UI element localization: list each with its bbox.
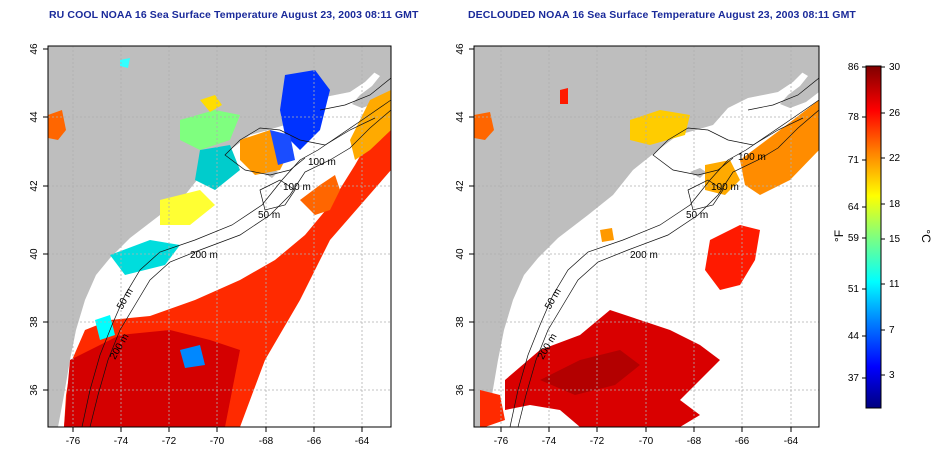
x-tick-label: -66 [307, 436, 322, 447]
y-tick-labels-right: 36 38 40 42 44 46 [455, 43, 466, 396]
contour-label: 200 m [190, 250, 218, 261]
x-tick-label: -70 [639, 436, 654, 447]
grid-left [48, 46, 391, 427]
x-tick-label: -72 [162, 436, 177, 447]
celsius-tick-label: 15 [889, 234, 901, 245]
contour-label: 200 m [630, 250, 658, 261]
y-tick-label: 38 [455, 316, 466, 328]
map-right: 100 m 100 m 50 m 200 m 50 m 200 m -76 -7… [455, 43, 820, 447]
colorbar-gradient [865, 65, 882, 409]
fahrenheit-tick-label: 71 [848, 155, 860, 166]
celsius-tick-label: 7 [889, 325, 895, 336]
colorbar: 86 78 71 64 59 51 44 37 30 26 22 18 15 1… [832, 62, 933, 409]
y-tick-label: 42 [29, 180, 40, 192]
contour-label: 50 m [686, 210, 708, 221]
contours-left [81, 77, 391, 427]
grid-right [474, 46, 819, 427]
contour-label: 100 m [711, 182, 739, 193]
y-tick-label: 44 [29, 111, 40, 123]
celsius-tick-label: 22 [889, 153, 901, 164]
y-tick-label: 42 [455, 180, 466, 192]
land-novascotia [340, 46, 391, 108]
fahrenheit-tick-label: 51 [848, 284, 860, 295]
colorbar-celsius-labels: 30 26 22 18 15 11 7 3 [889, 62, 901, 381]
colorbar-ticks-left [862, 66, 866, 379]
x-tick-label: -76 [494, 436, 509, 447]
contour-label: 100 m [283, 182, 311, 193]
fahrenheit-tick-label: 86 [848, 62, 860, 73]
contour-label: 50 m [258, 210, 280, 221]
fahrenheit-tick-label: 44 [848, 331, 860, 342]
x-tick-label: -70 [210, 436, 225, 447]
x-tick-label: -74 [542, 436, 557, 447]
colorbar-fahrenheit-labels: 86 78 71 64 59 51 44 37 [848, 62, 860, 384]
y-tick-label: 40 [29, 248, 40, 260]
fahrenheit-tick-label: 64 [848, 202, 860, 213]
colorbar-fahrenheit-unit: °F [832, 230, 846, 242]
x-tick-labels-left: -76 -74 -72 -70 -68 -66 -64 [66, 436, 370, 447]
y-tick-label: 36 [455, 384, 466, 396]
y-tick-label: 38 [29, 316, 40, 328]
y-tick-label: 40 [455, 248, 466, 260]
x-tick-labels-right: -76 -74 -72 -70 -68 -66 -64 [494, 436, 799, 447]
map-left-frame [47, 45, 392, 428]
colorbar-celsius-unit: °C [919, 229, 933, 243]
x-tick-label: -64 [784, 436, 799, 447]
celsius-tick-label: 3 [889, 370, 895, 381]
y-tick-label: 36 [29, 384, 40, 396]
land-novascotia [768, 46, 819, 108]
ticks-left [43, 48, 363, 432]
land-mainland [474, 46, 819, 427]
x-tick-label: -68 [259, 436, 274, 447]
fahrenheit-tick-label: 78 [848, 112, 860, 123]
map-title-left: RU COOL NOAA 16 Sea Surface Temperature … [49, 9, 419, 21]
y-tick-label: 44 [455, 111, 466, 123]
ticks-right [469, 48, 792, 432]
celsius-tick-label: 11 [889, 279, 900, 290]
x-tick-label: -74 [114, 436, 129, 447]
x-tick-label: -66 [735, 436, 750, 447]
map-left: 100 m 100 m 50 m 200 m 50 m 200 m -76 -7… [29, 43, 392, 447]
celsius-tick-label: 30 [889, 62, 901, 73]
x-tick-label: -64 [355, 436, 370, 447]
celsius-tick-label: 26 [889, 108, 901, 119]
fahrenheit-tick-label: 59 [848, 233, 860, 244]
map-title-right: DECLOUDED NOAA 16 Sea Surface Temperatur… [468, 9, 856, 21]
y-tick-label: 46 [29, 43, 40, 55]
y-tick-label: 46 [455, 43, 466, 55]
sst-patches-left [48, 58, 391, 427]
x-tick-label: -72 [590, 436, 605, 447]
land-mainland [48, 46, 391, 427]
contour-label: 100 m [308, 157, 336, 168]
x-tick-label: -68 [687, 436, 702, 447]
contours-right [509, 77, 819, 427]
contour-label: 100 m [738, 152, 766, 163]
fahrenheit-tick-label: 37 [848, 373, 860, 384]
colorbar-ticks-right [881, 66, 885, 376]
celsius-tick-label: 18 [889, 199, 901, 210]
x-tick-label: -76 [66, 436, 81, 447]
y-tick-labels-left: 36 38 40 42 44 46 [29, 43, 40, 396]
